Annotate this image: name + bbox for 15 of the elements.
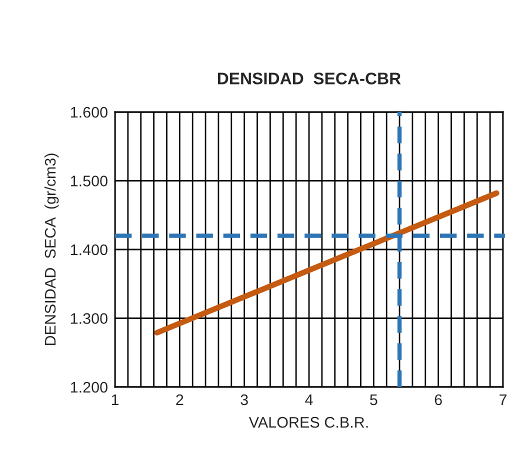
y-tick-label: 1.400 (70, 244, 108, 256)
y-tick-label: 1.500 (70, 176, 108, 186)
x-tick-label: 3 (240, 394, 248, 406)
x-tick-label: 2 (176, 394, 184, 406)
x-tick-label: 4 (305, 394, 313, 406)
y-axis-title: DENSIDAD SECA (gr/cm3) (44, 154, 59, 346)
x-tick-label: 7 (500, 394, 506, 406)
y-tick-label: 1.300 (70, 313, 108, 324)
y-tick-label: 1.200 (70, 382, 108, 393)
x-tick-label: 6 (434, 394, 442, 406)
chart-title: DENSIDAD SECA-CBR (218, 72, 401, 84)
x-tick-label: 1 (112, 394, 119, 406)
x-axis-title: VALORES C.B.R. (248, 416, 368, 428)
x-tick-label: 5 (370, 394, 378, 406)
y-tick-label: 1.600 (70, 106, 108, 118)
